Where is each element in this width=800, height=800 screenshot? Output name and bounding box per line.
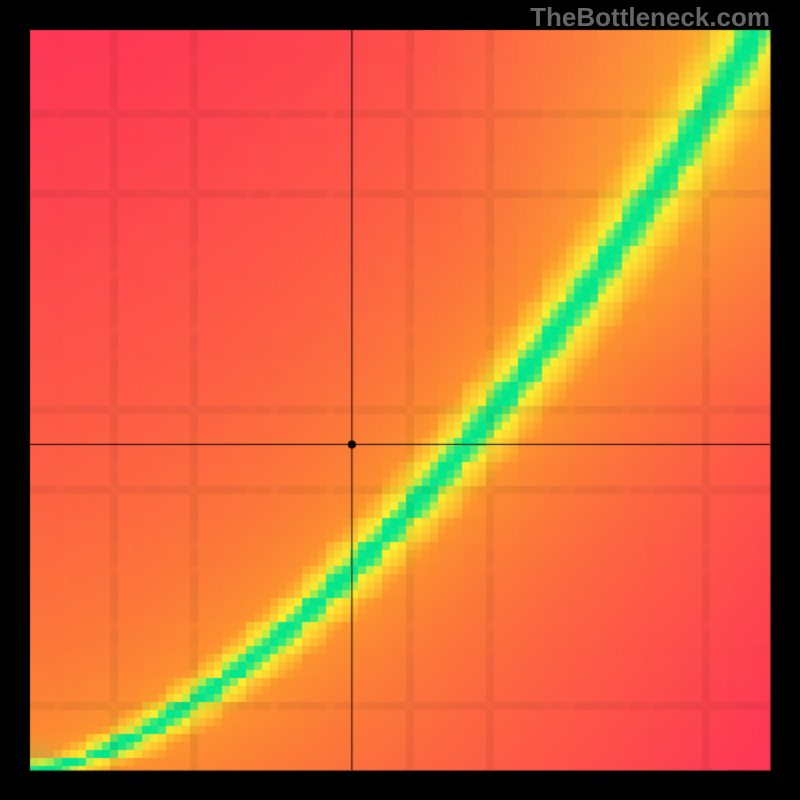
chart-container: TheBottleneck.com — [0, 0, 800, 800]
watermark-text: TheBottleneck.com — [530, 2, 770, 33]
heatmap-canvas — [0, 0, 800, 800]
